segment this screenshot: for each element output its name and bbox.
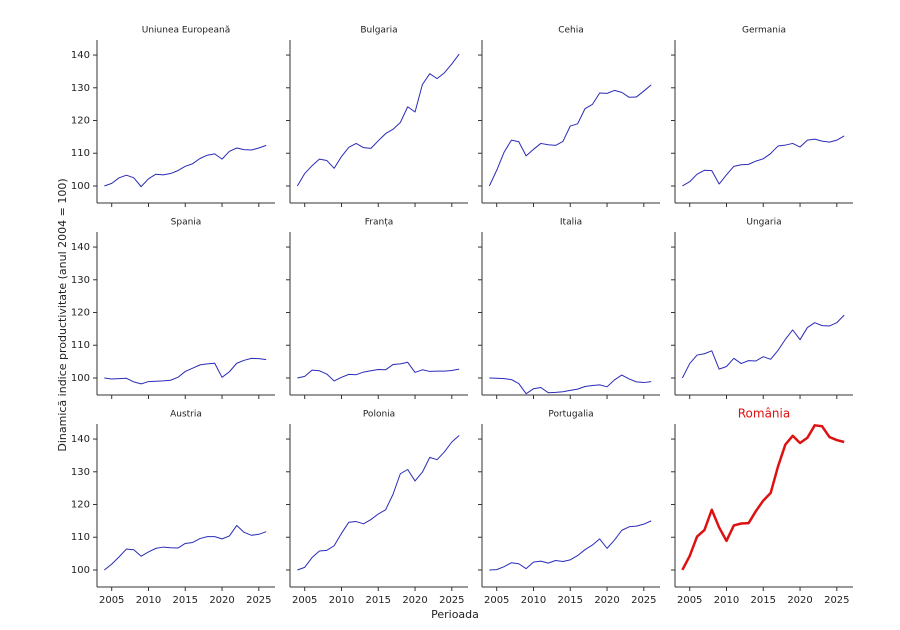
y-tick-label: 140 xyxy=(71,434,90,445)
x-tick-label: 2005 xyxy=(484,595,509,606)
x-tick-label: 2025 xyxy=(824,595,849,606)
subplot-title: Ungaria xyxy=(746,218,781,228)
series-line xyxy=(488,84,652,187)
subplot-title: Franța xyxy=(365,218,394,228)
x-tick-label: 2010 xyxy=(136,595,161,606)
x-tick-label: 2020 xyxy=(402,595,427,606)
subplot-title: Polonia xyxy=(363,410,395,420)
series-line xyxy=(104,357,267,385)
subplot-title: Italia xyxy=(560,218,582,228)
subplot-title: Portugalia xyxy=(548,410,593,420)
x-tick-label: 2020 xyxy=(594,595,619,606)
x-tick-label: 2020 xyxy=(209,595,234,606)
x-tick-label: 2015 xyxy=(366,595,391,606)
y-tick-label: 140 xyxy=(71,50,90,61)
subplot-title: Cehia xyxy=(558,26,584,36)
x-tick-label: 2005 xyxy=(677,595,702,606)
x-axis-label: Perioada xyxy=(431,608,479,621)
series-line xyxy=(104,524,267,571)
series-line xyxy=(297,361,460,382)
series-line xyxy=(681,314,845,379)
y-tick-label: 110 xyxy=(71,532,90,543)
x-tick-label: 2010 xyxy=(521,595,546,606)
y-tick-label: 120 xyxy=(71,116,90,127)
subplot-title: Spania xyxy=(171,218,202,228)
x-tick-label: 2025 xyxy=(439,595,464,606)
subplot-title: Germania xyxy=(742,26,786,36)
series-line xyxy=(489,374,652,395)
x-tick-label: 2005 xyxy=(292,595,317,606)
x-tick-label: 2005 xyxy=(99,595,124,606)
y-tick-label: 100 xyxy=(71,181,90,192)
y-tick-label: 110 xyxy=(71,148,90,159)
y-tick-label: 130 xyxy=(71,83,90,94)
x-tick-label: 2015 xyxy=(751,595,776,606)
y-axis-label: Dinamică indice productivitate (anul 200… xyxy=(56,178,69,451)
x-tick-label: 2025 xyxy=(246,595,271,606)
y-tick-label: 100 xyxy=(71,565,90,576)
subplot-title: Austria xyxy=(170,410,202,420)
series-line xyxy=(682,135,845,187)
series-line xyxy=(296,53,460,187)
series-line xyxy=(681,424,845,571)
x-tick-label: 2025 xyxy=(631,595,656,606)
y-tick-label: 100 xyxy=(71,373,90,384)
y-tick-label: 120 xyxy=(71,500,90,511)
x-tick-label: 2010 xyxy=(329,595,354,606)
x-tick-label: 2020 xyxy=(787,595,812,606)
subplot-title: Bulgaria xyxy=(360,26,397,36)
x-tick-label: 2015 xyxy=(558,595,583,606)
y-tick-label: 130 xyxy=(71,467,90,478)
series-line xyxy=(104,144,267,188)
y-tick-label: 140 xyxy=(71,242,90,253)
subplot-title: Uniunea Europeană xyxy=(142,26,231,36)
x-tick-label: 2010 xyxy=(714,595,739,606)
x-tick-label: 2015 xyxy=(173,595,198,606)
series-line xyxy=(489,520,652,571)
y-tick-label: 130 xyxy=(71,275,90,286)
series-line xyxy=(297,435,460,571)
subplot-title: România xyxy=(738,407,790,421)
y-tick-label: 110 xyxy=(71,340,90,351)
y-tick-label: 120 xyxy=(71,308,90,319)
